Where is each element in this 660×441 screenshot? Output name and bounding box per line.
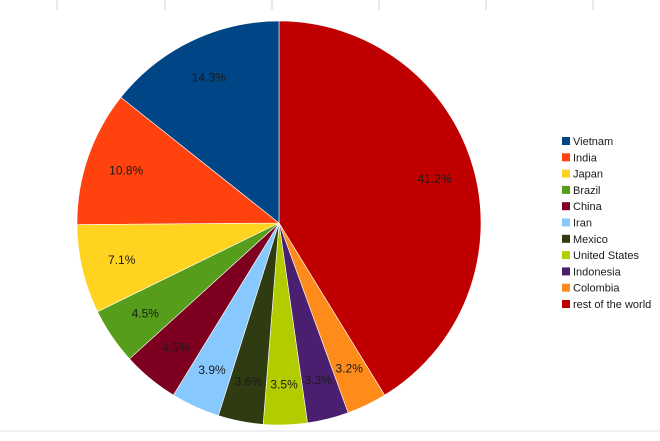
slice-value-label-mexico: 3.6% — [235, 375, 263, 389]
legend-label-rest-of-the-world: rest of the world — [573, 299, 651, 311]
legend-label-iran: Iran — [573, 218, 592, 230]
legend-swatch-japan — [562, 169, 570, 178]
legend-swatch-brazil — [562, 185, 570, 194]
legend-swatch-india — [562, 153, 570, 162]
pie-slices — [76, 20, 482, 426]
legend-swatch-colombia — [562, 283, 570, 292]
slice-value-label-iran: 3.9% — [198, 363, 226, 377]
slice-value-label-china: 4.5% — [162, 340, 190, 354]
slice-labels: 41.2% 3.2%3.3% 3.5% 3.6% 3.9% 4.5% 4.5% 7.1% 10.… — [108, 71, 452, 392]
legend-label-colombia: Colombia — [573, 283, 620, 295]
legend-label-brazil: Brazil — [573, 185, 601, 197]
slice-value-label-colombia: 3.2% — [336, 362, 364, 376]
legend-swatch-indonesia — [562, 267, 570, 276]
legend-swatch-iran — [562, 218, 570, 227]
slice-value-label-rest-of-the-world: 41.2% — [417, 172, 451, 186]
legend-label-india: India — [573, 152, 598, 164]
pie-slice-india — [76, 96, 280, 225]
legend-swatch-mexico — [562, 234, 570, 243]
slice-value-label-vietnam: 14.3% — [192, 71, 226, 85]
legend: Vietnam India Japan Brazil China Iran Mexico Un… — [562, 136, 651, 311]
legend-swatch-rest-of-the-world — [562, 300, 570, 308]
slice-value-label-india: 10.8% — [109, 163, 143, 177]
legend-label-japan: Japan — [573, 169, 603, 181]
legend-swatch-vietnam — [562, 137, 570, 145]
legend-label-vietnam: Vietnam — [573, 136, 613, 148]
legend-swatch-china — [562, 202, 570, 211]
pie-slice-rest-of-the-world — [278, 20, 482, 396]
legend-label-mexico: Mexico — [573, 234, 608, 246]
legend-swatch-united-states — [562, 251, 570, 260]
slice-value-label-japan: 7.1% — [108, 253, 136, 267]
slice-value-label-brazil: 4.5% — [132, 307, 160, 321]
pie-slice-vietnam — [120, 20, 280, 224]
background-grid — [0, 0, 660, 432]
slice-value-label-united-states: 3.5% — [270, 378, 298, 392]
slice-value-label-indonesia: 3.3% — [305, 373, 333, 387]
legend-label-united-states: United States — [573, 250, 640, 262]
legend-label-china: China — [573, 201, 603, 213]
legend-label-indonesia: Indonesia — [573, 266, 622, 278]
